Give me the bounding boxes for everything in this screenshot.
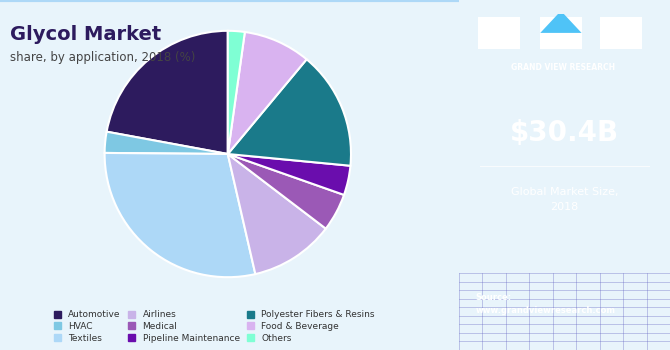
Text: Source:
www.grandviewresearch.com: Source: www.grandviewresearch.com [476, 293, 616, 315]
FancyBboxPatch shape [540, 17, 582, 49]
Text: Global Market Size,
2018: Global Market Size, 2018 [511, 188, 618, 211]
Legend: Automotive, HVAC, Textiles, Airlines, Medical, Pipeline Maintenance, Polyester F: Automotive, HVAC, Textiles, Airlines, Me… [51, 308, 378, 345]
Polygon shape [540, 11, 582, 33]
Wedge shape [228, 154, 350, 195]
Wedge shape [228, 32, 307, 154]
Wedge shape [228, 31, 245, 154]
Wedge shape [105, 153, 255, 277]
Text: Glycol Market: Glycol Market [10, 25, 161, 43]
Wedge shape [107, 31, 228, 154]
FancyBboxPatch shape [600, 17, 642, 49]
Wedge shape [228, 154, 326, 274]
Text: share, by application, 2018 (%): share, by application, 2018 (%) [10, 51, 196, 64]
Text: GRAND VIEW RESEARCH: GRAND VIEW RESEARCH [511, 63, 615, 72]
Text: $30.4B: $30.4B [510, 119, 619, 147]
Wedge shape [228, 59, 351, 166]
Wedge shape [228, 154, 344, 229]
Wedge shape [105, 132, 228, 154]
FancyBboxPatch shape [478, 17, 520, 49]
